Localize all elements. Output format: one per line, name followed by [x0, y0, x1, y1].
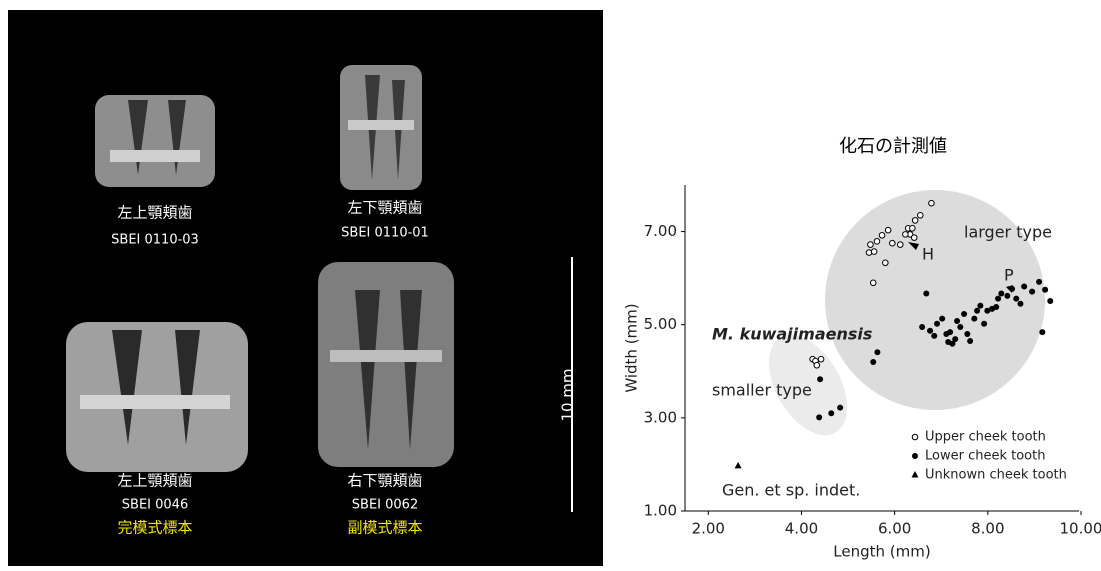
point: [927, 328, 933, 334]
point: [1021, 284, 1027, 290]
point: [912, 218, 918, 224]
legend-marker: [912, 453, 918, 459]
point: [1039, 329, 1045, 335]
point: [871, 249, 877, 255]
point: [923, 291, 929, 297]
legend-label: Unknown cheek tooth: [925, 468, 1067, 483]
x-tick-label: 8.00: [971, 520, 1004, 538]
photo-label: 左下顎頬歯: [347, 199, 422, 217]
point: [874, 349, 880, 355]
x-tick-label: 4.00: [785, 520, 818, 538]
point: [1013, 296, 1019, 302]
annotation: larger type: [964, 223, 1052, 242]
point: [1009, 286, 1015, 292]
point: [897, 242, 903, 248]
annotation: M. kuwajimaensis: [712, 325, 872, 344]
y-tick-label: 7.00: [644, 222, 677, 240]
point: [967, 338, 973, 344]
point: [868, 242, 874, 248]
x-tick-label: 10.00: [1060, 520, 1101, 538]
point: [981, 321, 987, 327]
photo-panel: [8, 10, 603, 566]
point: [735, 462, 742, 469]
point: [828, 410, 834, 416]
point: [957, 324, 963, 330]
point: [993, 304, 999, 310]
specimen-id: SBEI 0062: [352, 498, 418, 513]
point: [818, 356, 824, 362]
y-tick-label: 3.00: [644, 408, 677, 426]
photo-label: 左上顎頬歯: [117, 472, 192, 490]
scale-label: 10 mm: [559, 368, 577, 421]
x-tick-label: 2.00: [692, 520, 725, 538]
point: [885, 227, 891, 233]
point: [883, 260, 889, 266]
type-status: 副模式標本: [347, 519, 422, 537]
x-tick-label: 6.00: [878, 520, 911, 538]
legend-marker: [912, 434, 918, 440]
point: [939, 316, 945, 322]
point: [995, 296, 1001, 302]
point: [814, 362, 820, 368]
photo-label: 左上顎頬歯: [117, 204, 192, 222]
point: [870, 359, 876, 365]
legend-label: Upper cheek tooth: [925, 430, 1046, 445]
figure: 10 mm 左上顎頬歯 SBEI 0110-03 左下顎頬歯 SBEI 0110…: [0, 0, 1101, 571]
type-status: 完模式標本: [117, 519, 192, 537]
point: [879, 232, 885, 238]
point: [961, 311, 967, 317]
tooth-photo: [318, 262, 454, 467]
point: [934, 321, 940, 327]
y-tick-label: 5.00: [644, 315, 677, 333]
page: {"figure": { "photos": [ {"label": "左上顎頬…: [0, 0, 1101, 571]
point: [1042, 287, 1048, 293]
y-axis-label: Width (mm): [623, 303, 641, 392]
y-tick-label: 1.00: [644, 502, 677, 520]
legend-label: Lower cheek tooth: [925, 449, 1045, 464]
point: [929, 200, 935, 206]
point: [911, 235, 917, 241]
annotation: P: [1004, 266, 1014, 285]
point: [964, 331, 970, 337]
tooth-photo: [95, 95, 215, 187]
point: [1047, 298, 1053, 304]
point: [870, 280, 876, 286]
tooth-photo: [340, 65, 422, 190]
point: [1029, 289, 1035, 295]
point: [1017, 301, 1023, 307]
point: [974, 308, 980, 314]
point: [998, 291, 1004, 297]
point: [1004, 293, 1010, 299]
specimen-id: SBEI 0110-01: [341, 226, 429, 241]
point: [952, 336, 958, 342]
point: [947, 329, 953, 335]
point: [874, 239, 880, 245]
point: [971, 316, 977, 322]
x-axis-label: Length (mm): [833, 543, 930, 561]
point: [931, 333, 937, 339]
annotation: H: [922, 245, 934, 264]
legend-marker: [912, 471, 919, 478]
point: [1036, 279, 1042, 285]
specimen-id: SBEI 0046: [122, 498, 188, 513]
point: [954, 318, 960, 324]
tooth-photo: [66, 322, 248, 472]
annotation: smaller type: [712, 381, 812, 400]
point: [910, 226, 916, 232]
annotation: Gen. et sp. indet.: [722, 481, 860, 500]
photo-label: 右下顎頬歯: [347, 472, 422, 490]
point: [919, 324, 925, 330]
specimen-id: SBEI 0110-03: [111, 233, 199, 248]
point: [816, 414, 822, 420]
chart-title: 化石の計測値: [839, 136, 947, 157]
point: [837, 405, 843, 411]
point: [903, 232, 909, 238]
point: [917, 212, 923, 218]
point: [817, 376, 823, 382]
point: [890, 240, 896, 246]
point: [977, 303, 983, 309]
